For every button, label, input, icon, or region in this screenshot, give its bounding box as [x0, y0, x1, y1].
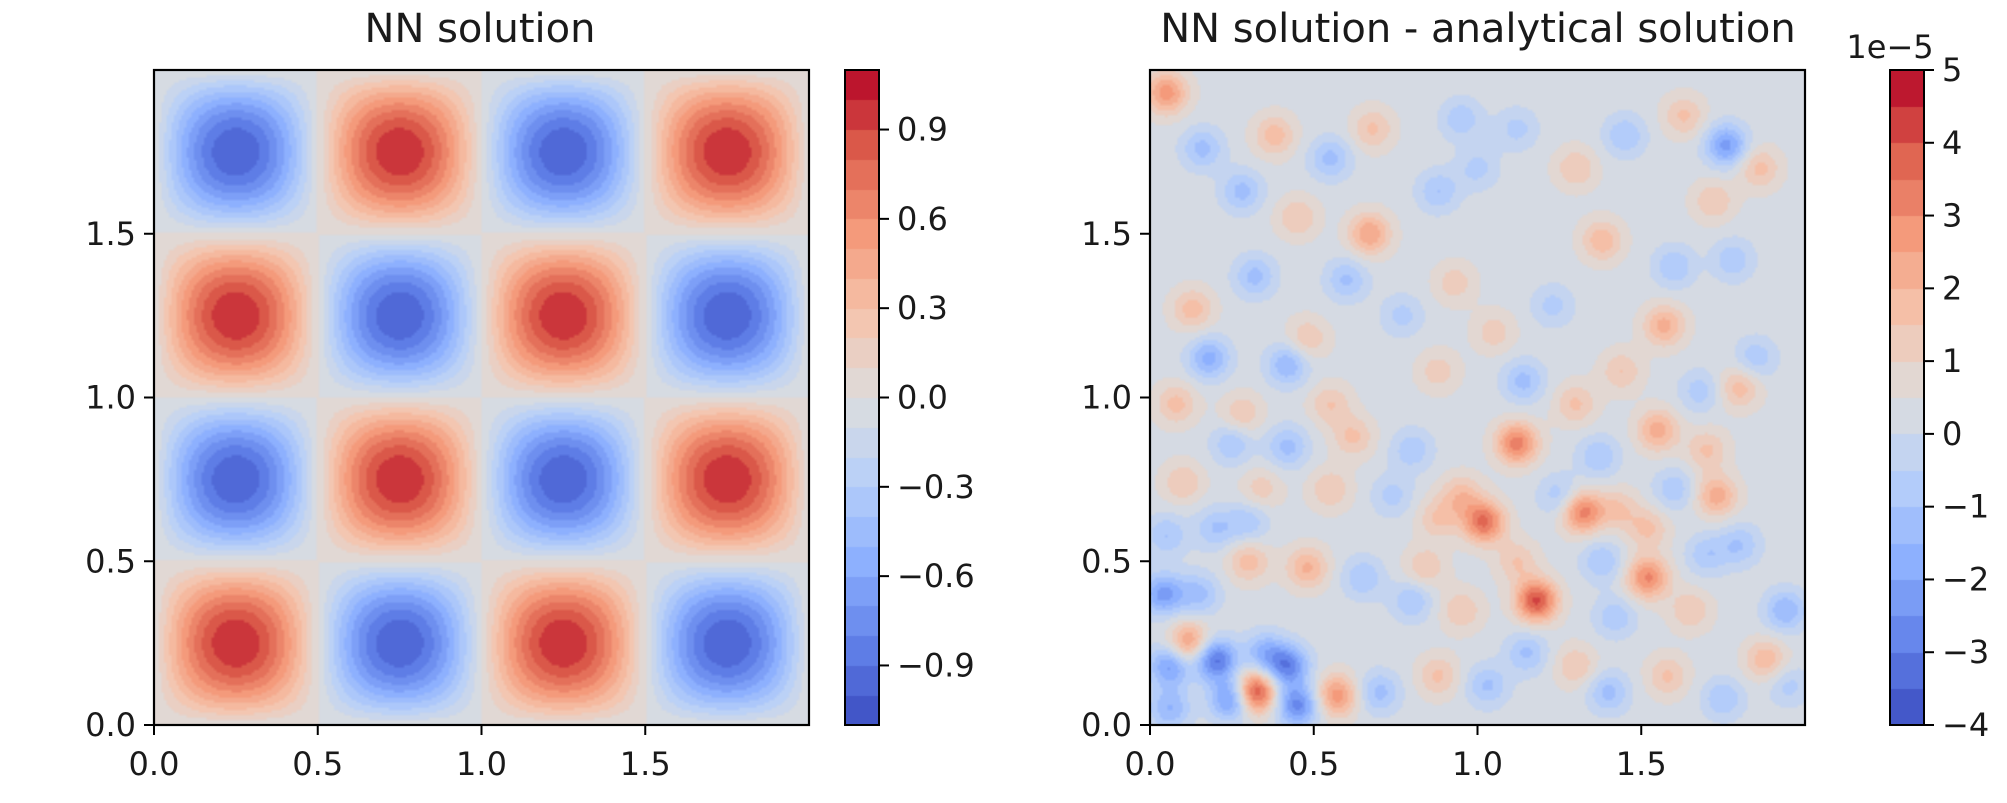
- nn-solution-colorbar-tick-label: −0.3: [897, 468, 975, 506]
- nn-solution-colorbar-tick-label: 0.0: [897, 379, 948, 417]
- nn-solution-colorbar-tick-label: −0.9: [897, 646, 975, 684]
- nn-solution-colorbar-tick-label: −0.6: [897, 557, 975, 595]
- error-colorbar-tick-label: 4: [1942, 124, 1962, 162]
- nn-solution-colorbar-area: [845, 70, 879, 725]
- error-colorbar-tick-label: −1: [1942, 488, 1989, 526]
- error-colorbar-tick-label: −2: [1942, 560, 1989, 598]
- nn-solution-panel: NN solution 0.0 0.5 1.0 1.5 0.0 0.5 1.0 1.5 0.9…: [85, 6, 975, 783]
- error-colorbar-area: [1890, 70, 1924, 725]
- nn-solution-x-tick-label: 1.0: [456, 745, 507, 783]
- nn-solution-x-tick-label: 1.5: [620, 745, 671, 783]
- nn-solution-y-tick-label: 1.0: [85, 379, 136, 417]
- error-x-tick-label: 0.0: [1125, 745, 1176, 783]
- error-axis-ticks: 0.0 0.5 1.0 1.5 0.0 0.5 1.0 1.5: [1081, 215, 1667, 783]
- nn-solution-y-tick-label: 0.0: [85, 706, 136, 744]
- error-plot-area: [1150, 70, 1805, 725]
- error-colorbar-tick-label: 5: [1942, 51, 1962, 89]
- error-colorbar-offset-label: 1e−5: [1846, 28, 1933, 66]
- nn-solution-colorbar-tick-label: 0.6: [897, 200, 948, 238]
- nn-solution-x-tick-label: 0.5: [292, 745, 343, 783]
- nn-solution-colorbar-tick-label: 0.3: [897, 289, 948, 327]
- error-colorbar-tick-label: 1: [1942, 342, 1962, 380]
- error-title: NN solution - analytical solution: [1160, 6, 1796, 52]
- error-colorbar: [1890, 70, 1924, 725]
- nn-solution-axis-ticks: 0.0 0.5 1.0 1.5 0.0 0.5 1.0 1.5: [85, 215, 671, 783]
- error-colorbar-ticks: 5 4 3 2 1 0 −1 −2 −3 −4: [1924, 51, 1989, 744]
- error-heatmap: [1150, 70, 1805, 725]
- error-colorbar-frame: [1889, 69, 1925, 726]
- error-x-tick-label: 1.0: [1452, 745, 1503, 783]
- error-panel: NN solution - analytical solution 0.0 0.5…: [1081, 6, 1989, 783]
- nn-solution-heatmap: [154, 70, 809, 725]
- nn-solution-colorbar-tick-label: 0.9: [897, 111, 948, 149]
- error-colorbar-tick-label: −3: [1942, 633, 1989, 671]
- error-colorbar-tick-label: 2: [1942, 269, 1962, 307]
- nn-solution-plot-area: [154, 70, 809, 725]
- error-colorbar-tick-label: −4: [1942, 706, 1989, 744]
- nn-solution-colorbar: [845, 70, 879, 725]
- nn-solution-y-tick-label: 1.5: [85, 215, 136, 253]
- nn-solution-colorbar-ticks: 0.9 0.6 0.3 0.0 −0.3 −0.6 −0.9: [879, 111, 975, 684]
- error-y-tick-label: 0.5: [1081, 542, 1132, 580]
- nn-solution-title: NN solution: [365, 6, 596, 52]
- error-colorbar-tick-label: 3: [1942, 197, 1962, 235]
- error-y-tick-label: 1.0: [1081, 379, 1132, 417]
- error-y-tick-label: 0.0: [1081, 706, 1132, 744]
- error-x-tick-label: 0.5: [1288, 745, 1339, 783]
- nn-solution-y-tick-label: 0.5: [85, 542, 136, 580]
- error-colorbar-tick-label: 0: [1942, 415, 1962, 453]
- nn-solution-x-tick-label: 0.0: [129, 745, 180, 783]
- error-x-tick-label: 1.5: [1616, 745, 1667, 783]
- error-y-tick-label: 1.5: [1081, 215, 1132, 253]
